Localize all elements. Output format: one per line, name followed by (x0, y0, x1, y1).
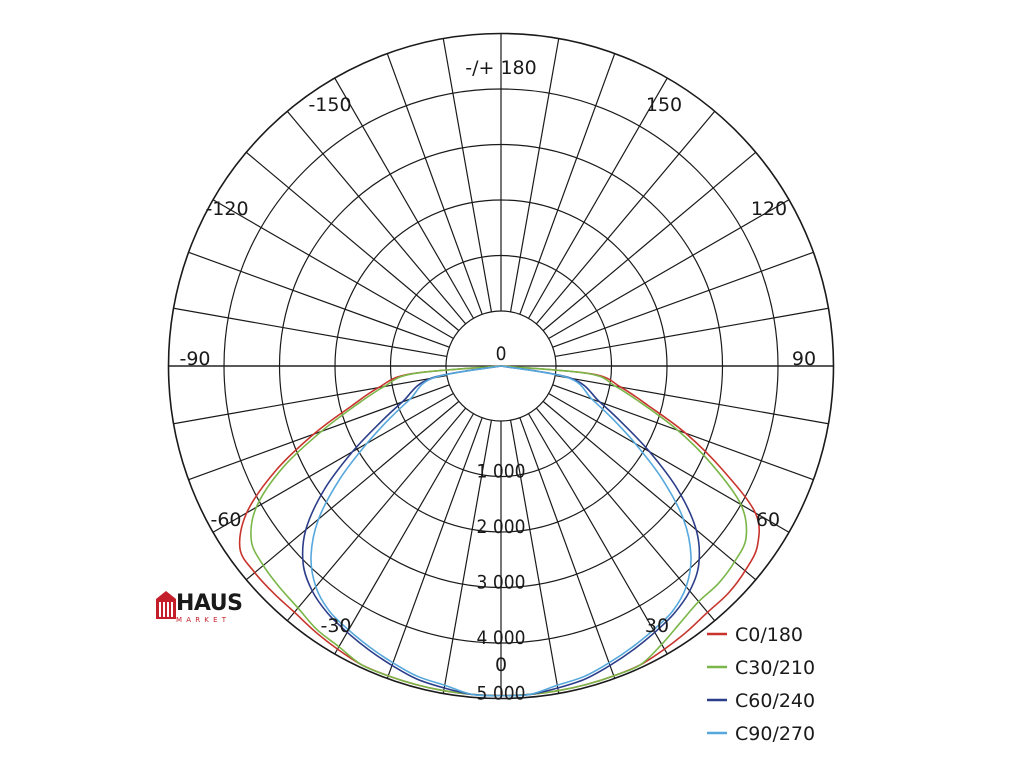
grid-spoke (552, 251, 814, 348)
grid-spoke (334, 413, 475, 655)
angle-label: 30 (645, 615, 669, 637)
angle-label: 90 (792, 348, 816, 370)
grid-spoke (555, 374, 829, 425)
grid-spoke (509, 38, 560, 312)
grid-spoke (527, 77, 668, 319)
grid-spoke (188, 384, 450, 481)
grid-spoke (548, 199, 790, 340)
angle-label: 120 (751, 198, 787, 220)
grid-spoke (188, 251, 450, 348)
grid-spoke (535, 407, 716, 622)
radial-tick-label: 0 (496, 343, 507, 365)
logo-title: HAUS (176, 591, 243, 616)
radial-tick-label: 3 000 (477, 572, 526, 594)
grid-spoke (386, 417, 483, 679)
haus-market-logo: HAUS MARKET (156, 589, 256, 631)
angle-label: -90 (179, 348, 210, 370)
grid-spoke (212, 199, 454, 340)
legend: C0/180 C30/210 C60/240 C90/270 (707, 624, 815, 745)
legend-label: C90/270 (735, 723, 815, 745)
angle-label: 60 (756, 509, 780, 531)
legend-label: C0/180 (735, 624, 803, 646)
grid-spoke (542, 400, 757, 581)
angle-label: -30 (320, 615, 351, 637)
grid-spoke (527, 413, 668, 655)
angle-labels: -/+ 180 -150 150 -120 120 -90 90 -60 60 -30 30 0 (179, 57, 816, 676)
grid-spoke (212, 392, 454, 533)
grid-spoke (173, 374, 447, 425)
angle-label: -120 (205, 198, 248, 220)
angle-label: -60 (210, 509, 241, 531)
grid-spoke (245, 400, 460, 581)
grid-spoke (535, 110, 716, 325)
grid-spoke (509, 420, 560, 694)
grid-spoke (542, 151, 757, 332)
polar-grid (167, 32, 835, 700)
grid-spoke (442, 420, 493, 694)
grid-spoke (519, 53, 616, 315)
series-curve-c90-270 (310, 365, 692, 697)
angle-label: 0 (495, 654, 507, 676)
radial-tick-label: 5 000 (477, 683, 526, 705)
grid-spoke (552, 384, 814, 481)
grid-spoke (286, 110, 467, 325)
grid-spoke (245, 151, 460, 332)
grid-spoke (519, 417, 616, 679)
angle-label: -/+ 180 (465, 57, 536, 79)
distribution-curves (238, 365, 761, 697)
radial-tick-labels: 0 1 000 2 000 3 000 4 000 5 000 (477, 343, 526, 705)
grid-spoke (442, 38, 493, 312)
grid-spoke (548, 392, 790, 533)
house-icon (156, 591, 176, 619)
grid-spoke (555, 307, 829, 358)
grid-spoke (286, 407, 467, 622)
legend-label: C60/240 (735, 690, 815, 712)
logo-subtitle: MARKET (176, 616, 231, 624)
grid-spoke (173, 307, 447, 358)
angle-label: -150 (308, 94, 351, 116)
grid-spoke (334, 77, 475, 319)
legend-label: C30/210 (735, 657, 815, 679)
angle-label: 150 (646, 94, 682, 116)
radial-tick-label: 1 000 (477, 461, 526, 483)
radial-tick-label: 4 000 (477, 627, 526, 649)
radial-tick-label: 2 000 (477, 516, 526, 538)
grid-spoke (386, 53, 483, 315)
